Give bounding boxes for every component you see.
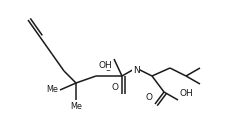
- Text: N: N: [133, 66, 139, 75]
- Text: OH: OH: [180, 89, 194, 98]
- Text: OH: OH: [98, 61, 112, 70]
- Text: O: O: [104, 64, 112, 73]
- Text: O: O: [112, 83, 119, 92]
- Text: Me: Me: [70, 102, 82, 111]
- Text: O: O: [145, 93, 152, 102]
- Text: Me: Me: [46, 86, 58, 95]
